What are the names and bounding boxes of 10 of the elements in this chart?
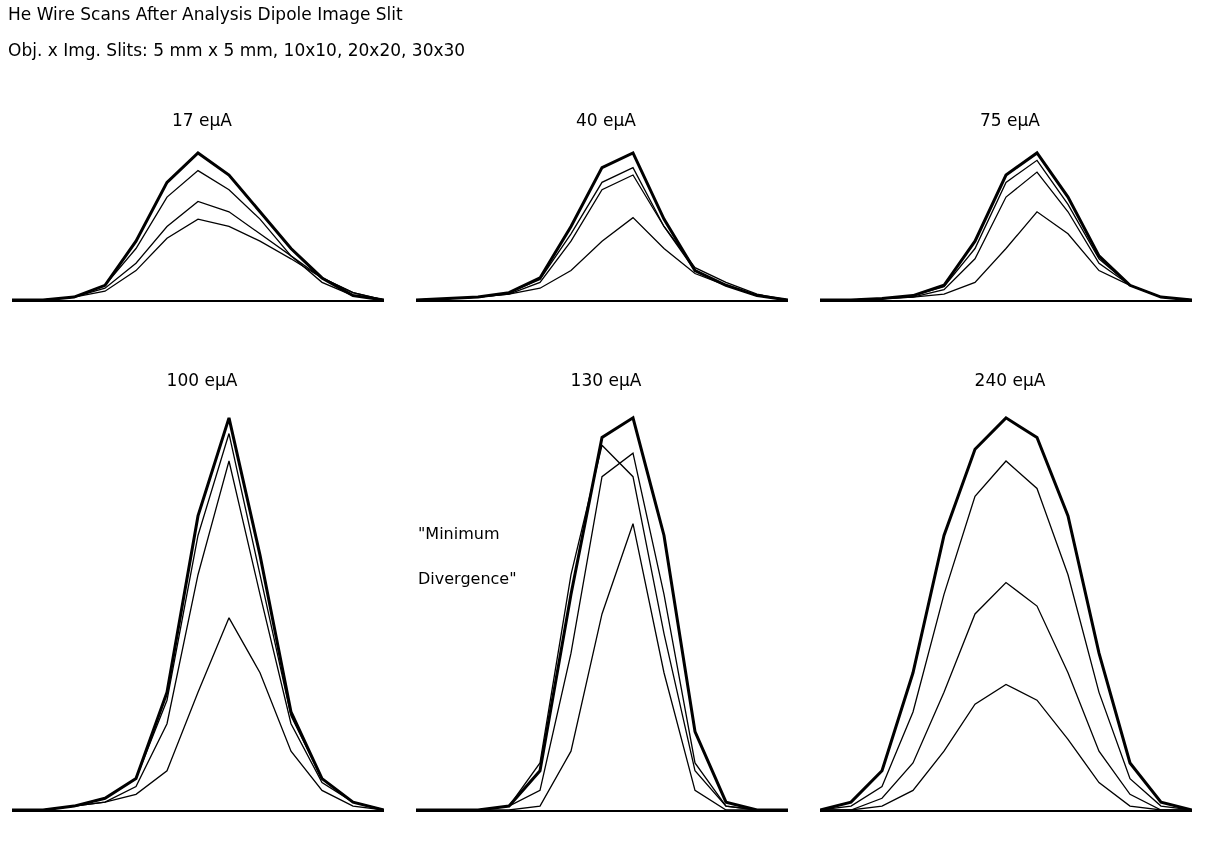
chart-title: 40 eμA [576,109,637,130]
chart-title: 240 eμA [974,369,1046,390]
chart-title: 75 eμA [980,109,1041,130]
annotation: Divergence" [418,569,517,588]
text: He Wire Scans After Analysis Dipole Image Slit [8,4,403,24]
annotation: "Minimum [418,524,500,543]
text: Obj. x Img. Slits: 5 mm x 5 mm, 10x10, 20x20, 30x30 [8,40,466,60]
chart-title: 130 eμA [570,369,642,390]
chart-title: 17 eμA [172,109,233,130]
chart-title: 100 eμA [166,369,238,390]
